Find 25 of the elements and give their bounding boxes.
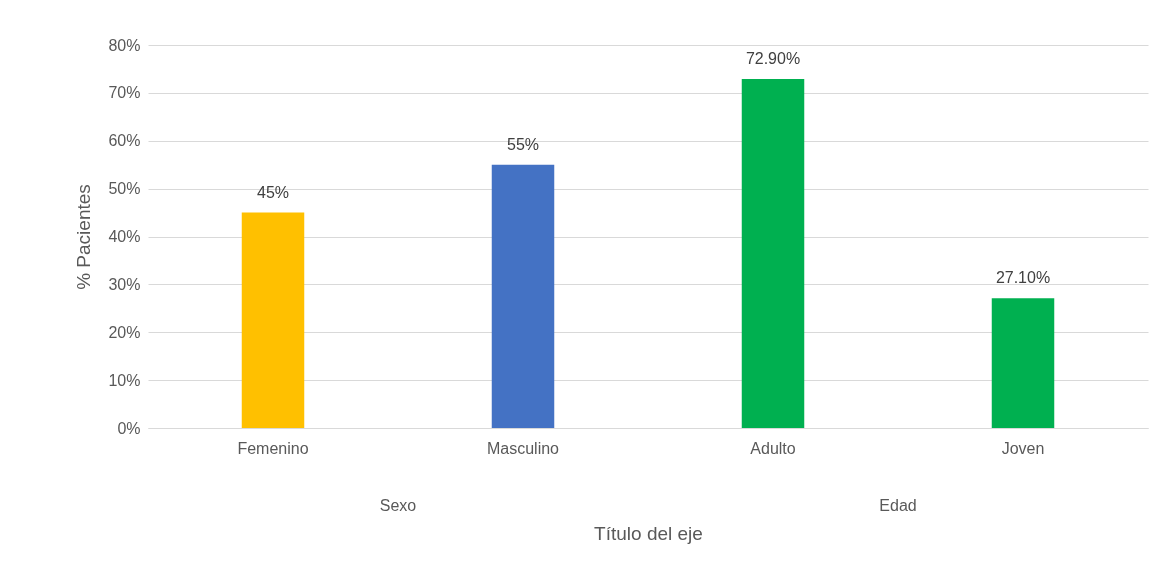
y-tick-label: 80% bbox=[108, 36, 141, 54]
y-tick-label: 50% bbox=[108, 180, 141, 198]
bar bbox=[491, 164, 555, 428]
data-label: 72.90% bbox=[745, 49, 801, 67]
x-tick-label: Joven bbox=[1001, 439, 1045, 457]
y-tick-label: 30% bbox=[108, 275, 141, 293]
bar bbox=[241, 212, 305, 428]
data-label: 27.10% bbox=[995, 269, 1051, 287]
data-label: 55% bbox=[506, 135, 540, 153]
x-tick-label: Adulto bbox=[750, 439, 796, 457]
x-tick-label: Femenino bbox=[237, 439, 309, 457]
y-tick-label: 0% bbox=[117, 419, 141, 437]
data-label: 45% bbox=[256, 183, 290, 201]
y-tick-label: 60% bbox=[108, 132, 141, 150]
y-tick-label: 20% bbox=[108, 323, 141, 341]
bar bbox=[741, 78, 805, 428]
x-axis-title: Título del eje bbox=[594, 522, 703, 544]
text: Sexo bbox=[379, 497, 417, 514]
x-tick-label: Masculino bbox=[486, 439, 560, 457]
y-tick-label: 40% bbox=[108, 228, 141, 245]
text: Edad bbox=[879, 497, 917, 514]
y-tick-label: 10% bbox=[108, 371, 141, 389]
y-tick-label: 70% bbox=[108, 84, 141, 102]
bar bbox=[991, 298, 1055, 428]
y-axis-title: % Pacientes bbox=[73, 184, 95, 290]
